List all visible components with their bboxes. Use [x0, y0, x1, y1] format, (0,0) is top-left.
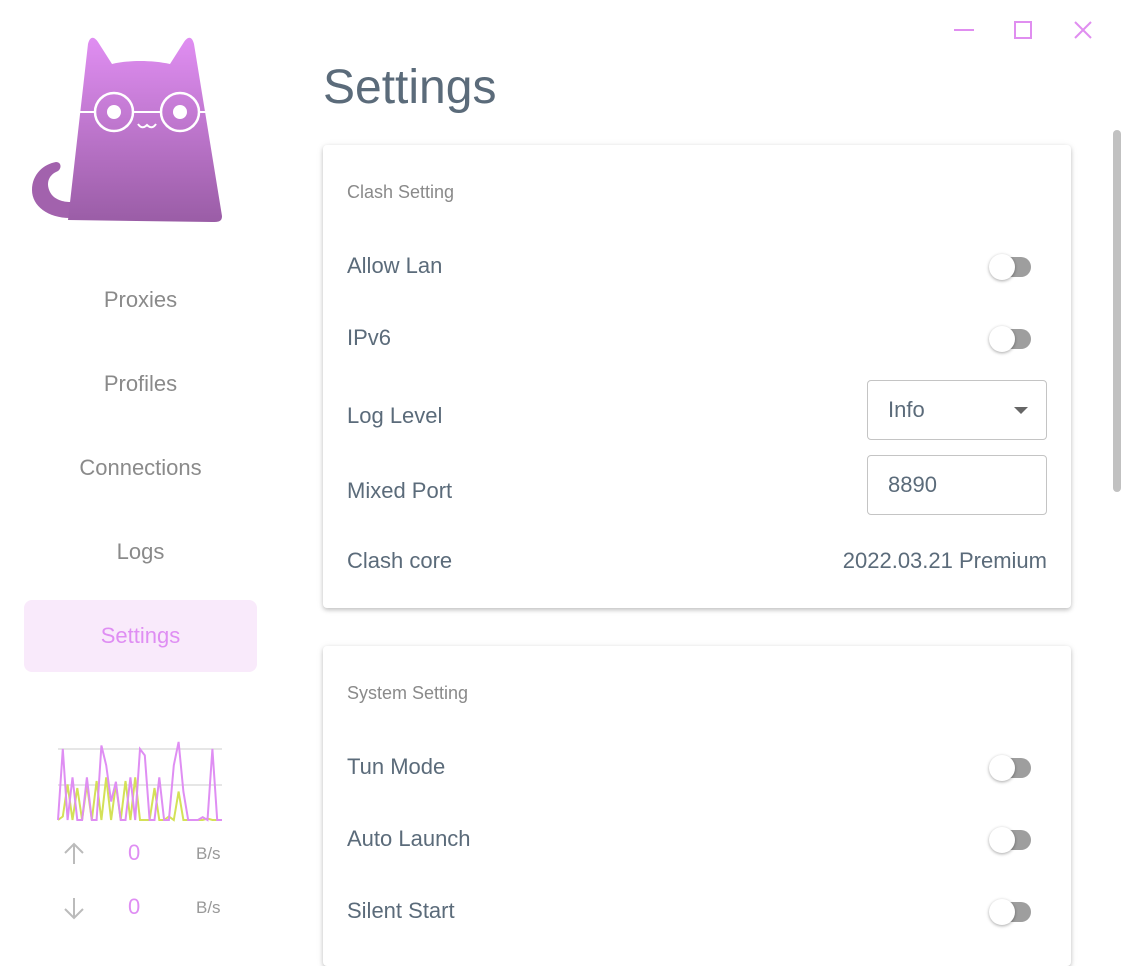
download-speed: 0 B/s	[58, 894, 228, 924]
caret-down-icon	[1014, 407, 1028, 414]
log-level-label: Log Level	[347, 403, 443, 428]
traffic-graph	[57, 741, 222, 822]
auto-launch-toggle[interactable]	[989, 827, 1041, 853]
arrow-down-icon	[64, 898, 84, 920]
sidebar-item-connections[interactable]: Connections	[79, 455, 202, 480]
sidebar-item-profiles[interactable]: Profiles	[103, 371, 178, 396]
clash-core-label: Clash core	[347, 548, 453, 573]
clash-setting-card: Clash Setting Allow Lan IPv6 Log Level I…	[323, 145, 1071, 608]
silent-start-row: Silent Start	[347, 890, 1047, 930]
ipv6-toggle[interactable]	[989, 326, 1041, 352]
mixed-port-input[interactable]: 8890	[867, 455, 1047, 515]
ipv6-row: IPv6	[347, 317, 1047, 357]
mixed-port-value: 8890	[888, 472, 937, 497]
upload-series-line	[57, 741, 222, 822]
log-level-value: Info	[888, 397, 925, 422]
cat-logo	[32, 37, 222, 223]
page-title: Settings	[323, 61, 497, 114]
close-icon[interactable]	[1071, 16, 1095, 44]
arrow-up-icon	[64, 842, 84, 864]
card-title: Clash Setting	[347, 182, 455, 202]
download-value: 0	[128, 894, 141, 919]
upload-speed: 0 B/s	[58, 840, 228, 870]
silent-start-toggle[interactable]	[989, 899, 1041, 925]
system-setting-card: System Setting Tun Mode Auto Launch Sile…	[323, 646, 1071, 966]
allow-lan-toggle[interactable]	[989, 254, 1041, 280]
sidebar-item-logs[interactable]: Logs	[116, 539, 165, 564]
auto-launch-row: Auto Launch	[347, 818, 1047, 858]
download-unit: B/s	[196, 898, 221, 917]
log-level-select[interactable]: Info	[867, 380, 1047, 440]
upload-value: 0	[128, 840, 141, 865]
ipv6-label: IPv6	[347, 325, 392, 350]
tun-mode-row: Tun Mode	[347, 746, 1047, 786]
allow-lan-row: Allow Lan	[347, 245, 1047, 285]
card-title: System Setting	[347, 683, 469, 703]
silent-start-label: Silent Start	[347, 898, 455, 923]
tun-mode-toggle[interactable]	[989, 755, 1041, 781]
mixed-port-row: Mixed Port 8890	[347, 455, 1047, 515]
scrollbar-thumb[interactable]	[1113, 130, 1121, 492]
sidebar: Proxies Profiles Connections Logs Settin…	[0, 0, 280, 937]
allow-lan-label: Allow Lan	[347, 253, 443, 278]
upload-unit: B/s	[196, 844, 221, 863]
sidebar-item-proxies[interactable]: Proxies	[103, 287, 178, 312]
tun-mode-label: Tun Mode	[347, 754, 446, 779]
auto-launch-label: Auto Launch	[347, 826, 471, 851]
minimize-icon[interactable]	[952, 16, 976, 44]
clash-core-version: 2022.03.21 Premium	[842, 548, 1047, 573]
sidebar-item-settings[interactable]: Settings	[24, 600, 257, 672]
log-level-row: Log Level Info	[347, 380, 1047, 440]
mixed-port-label: Mixed Port	[347, 478, 453, 503]
clash-core-row: Clash core 2022.03.21 Premium	[347, 540, 1047, 580]
maximize-icon[interactable]	[1011, 16, 1035, 44]
